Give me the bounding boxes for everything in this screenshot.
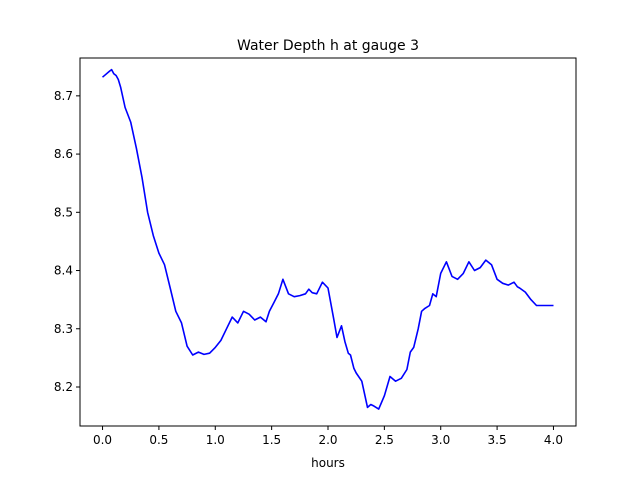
x-tick-label: 0.0 — [93, 433, 112, 447]
x-tick-label: 2.0 — [318, 433, 337, 447]
x-tick-label: 1.5 — [262, 433, 281, 447]
y-tick-label: 8.6 — [54, 147, 73, 161]
x-axis-label: hours — [311, 456, 345, 470]
y-tick-label: 8.2 — [54, 380, 73, 394]
plot-area — [80, 58, 576, 426]
y-tick-label: 8.5 — [54, 205, 73, 219]
chart-title: Water Depth h at gauge 3 — [237, 38, 419, 54]
x-tick-label: 4.0 — [544, 433, 563, 447]
plot-frame — [79, 57, 577, 427]
series-group — [101, 68, 554, 410]
x-tick-label: 3.0 — [431, 433, 450, 447]
plot-background — [80, 58, 576, 426]
y-tick-label: 8.3 — [54, 322, 73, 336]
x-tick-label: 3.5 — [488, 433, 507, 447]
x-tick-label: 1.0 — [206, 433, 225, 447]
y-tick-label: 8.7 — [54, 89, 73, 103]
series-line — [101, 68, 554, 410]
x-tick-label: 0.5 — [149, 433, 168, 447]
y-tick-label: 8.4 — [54, 264, 73, 278]
x-axis-ticks: 0.0 0.5 1.0 1.5 2.0 2.5 3.0 3.5 4.0 — [93, 426, 563, 447]
x-tick-label: 2.5 — [375, 433, 394, 447]
y-axis-ticks: 8.2 8.3 8.4 8.5 8.6 8.7 — [54, 89, 80, 394]
